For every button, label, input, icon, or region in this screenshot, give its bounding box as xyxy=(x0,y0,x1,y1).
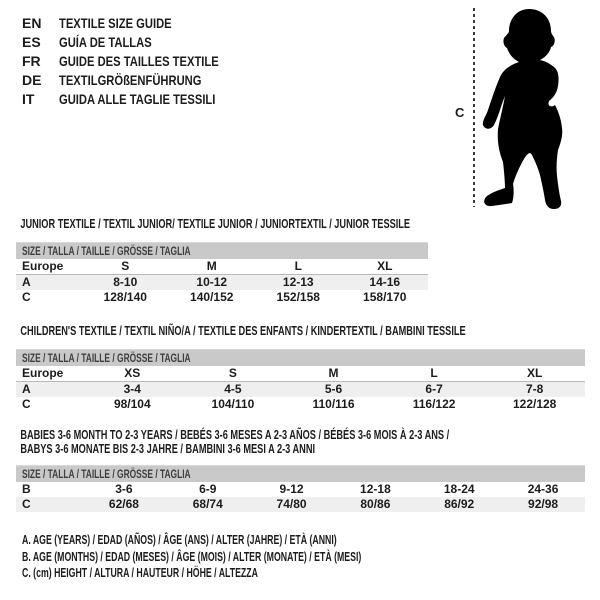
table-title-line: BABYS 3-6 MONATE BIS 2-3 JAHRE / BAMBINI… xyxy=(20,440,316,456)
table-title-line: BABIES 3-6 MONTH TO 2-3 YEARS / BEBÉS 3-… xyxy=(20,427,450,442)
table-cell: 74/80 xyxy=(276,497,307,511)
language-title: GUÍA DE TALLAS xyxy=(59,34,152,50)
row-label: Europe xyxy=(22,365,64,380)
table-row: C 128/140 140/152 152/158 158/170 xyxy=(16,290,428,305)
junior-textile-table: JUNIOR TEXTILE / TEXTIL JUNIOR/ TEXTILE … xyxy=(16,217,428,305)
row-label: A xyxy=(22,381,31,396)
language-list: EN TEXTILE SIZE GUIDE ES GUÍA DE TALLAS … xyxy=(22,14,259,109)
row-label: Europe xyxy=(22,258,64,273)
size-header-bar: SIZE / TALLA / TAILLE / GRÖSSE / TAGLIA xyxy=(16,241,428,259)
table-cell: 68/74 xyxy=(192,497,223,511)
table-cell: 4-5 xyxy=(224,381,242,396)
language-row: ES GUÍA DE TALLAS xyxy=(22,33,259,52)
table-cell: 6-9 xyxy=(199,482,217,496)
table-cell: 8-10 xyxy=(113,274,138,289)
size-header-label: SIZE / TALLA / TAILLE / GRÖSSE / TAGLIA xyxy=(22,243,191,258)
table-cell: 62/68 xyxy=(108,497,139,511)
row-label: C xyxy=(22,396,31,411)
table-body: Europe XS S M L XL A 3-4 4-5 5-6 6-7 7-8 C 98/104 104/… xyxy=(16,366,585,412)
table-cell: 9-12 xyxy=(279,482,304,496)
table-row: A 3-4 4-5 5-6 6-7 7-8 xyxy=(16,381,585,397)
language-code: IT xyxy=(22,91,35,107)
language-title: TEXTILE SIZE GUIDE xyxy=(59,15,172,31)
table-cell: 116/122 xyxy=(412,396,456,411)
row-label: B xyxy=(22,482,31,496)
language-title: GUIDE DES TAILLES TEXTILE xyxy=(59,53,219,69)
table-cell: M xyxy=(328,365,339,380)
table-body: B 3-6 6-9 9-12 12-18 18-24 24-36 C 62/68 68/74 74/… xyxy=(16,482,585,512)
table-row: Europe S M L XL xyxy=(16,259,428,275)
height-measure-dashed-line xyxy=(473,8,475,207)
height-measure-label: C xyxy=(455,105,465,120)
table-cell: 14-16 xyxy=(369,274,401,289)
footnote-age-months: B. AGE (MONTHS) / EDAD (MESES) / ÂGE (MO… xyxy=(22,549,362,564)
table-cell: 6-7 xyxy=(425,381,443,396)
table-cell: L xyxy=(294,258,302,273)
footnotes: A. AGE (YEARS) / EDAD (AÑOS) / ÂGE (ANS)… xyxy=(22,532,507,582)
table-cell: 92/98 xyxy=(528,497,559,511)
table-cell: L xyxy=(430,365,438,380)
table-cell: 158/170 xyxy=(363,289,407,304)
language-row: IT GUIDA ALLE TAGLIE TESSILI xyxy=(22,90,259,109)
table-cell: S xyxy=(228,365,237,380)
row-label: A xyxy=(22,274,31,289)
size-header-label: SIZE / TALLA / TAILLE / GRÖSSE / TAGLIA xyxy=(22,350,191,365)
table-row: C 98/104 104/110 110/116 116/122 122/128 xyxy=(16,397,585,412)
language-code: DE xyxy=(22,72,42,88)
toddler-silhouette-shape xyxy=(482,9,563,209)
language-row: FR GUIDE DES TAILLES TEXTILE xyxy=(22,52,259,71)
table-cell: 80/86 xyxy=(360,497,391,511)
footnote-height-cm: C. (cm) HEIGHT / ALTURA / HAUTEUR / HÖHE… xyxy=(22,566,258,580)
babies-textile-table: BABIES 3-6 MONTH TO 2-3 YEARS / BEBÉS 3-… xyxy=(16,428,585,512)
size-header-bar: SIZE / TALLA / TAILLE / GRÖSSE / TAGLIA xyxy=(16,348,585,366)
table-row: A 8-10 10-12 12-13 14-16 xyxy=(16,274,428,290)
table-cell: 24-36 xyxy=(527,482,559,496)
table-cell: 110/116 xyxy=(312,396,355,411)
table-title-line: JUNIOR TEXTILE / TEXTIL JUNIOR/ TEXTILE … xyxy=(20,216,411,231)
table-cell: 5-6 xyxy=(324,381,343,396)
language-title: TEXTILGRÖßENFÜHRUNG xyxy=(59,72,202,88)
table-cell: 140/152 xyxy=(190,289,234,304)
language-title: GUIDA ALLE TAGLIE TESSILI xyxy=(59,91,216,107)
table-cell: 152/158 xyxy=(276,289,320,304)
table-cell: 128/140 xyxy=(103,289,147,304)
table-cell: 98/104 xyxy=(113,396,151,411)
row-label: C xyxy=(22,497,31,511)
table-row: B 3-6 6-9 9-12 12-18 18-24 24-36 xyxy=(16,482,585,497)
language-row: DE TEXTILGRÖßENFÜHRUNG xyxy=(22,71,259,90)
language-code: ES xyxy=(22,34,41,50)
toddler-silhouette-icon xyxy=(482,9,563,209)
table-cell: 3-4 xyxy=(123,381,141,396)
table-cell: 104/110 xyxy=(211,396,255,411)
table-cell: 18-24 xyxy=(443,482,475,496)
language-code: FR xyxy=(22,53,41,69)
table-body: Europe S M L XL A 8-10 10-12 12-13 14-16 C 128/140 1… xyxy=(16,259,428,305)
table-cell: 7-8 xyxy=(526,381,544,396)
table-cell: XS xyxy=(124,365,141,380)
footnote-age-years: A. AGE (YEARS) / EDAD (AÑOS) / ÂGE (ANS)… xyxy=(22,533,337,547)
table-cell: 3-6 xyxy=(115,482,133,496)
table-cell: S xyxy=(121,258,130,273)
size-header-label: SIZE / TALLA / TAILLE / GRÖSSE / TAGLIA xyxy=(22,467,191,481)
table-cell: M xyxy=(206,258,217,273)
size-header-bar: SIZE / TALLA / TAILLE / GRÖSSE / TAGLIA xyxy=(16,465,585,482)
language-row: EN TEXTILE SIZE GUIDE xyxy=(22,14,259,33)
table-title: CHILDREN'S TEXTILE / TEXTIL NIÑO/A / TEX… xyxy=(16,324,585,338)
children-textile-table: CHILDREN'S TEXTILE / TEXTIL NIÑO/A / TEX… xyxy=(16,324,585,412)
table-row: Europe XS S M L XL xyxy=(16,366,585,382)
table-cell: 10-12 xyxy=(196,274,228,289)
table-cell: XL xyxy=(527,365,543,380)
table-cell: 86/92 xyxy=(444,497,475,511)
row-label: C xyxy=(22,289,31,304)
table-row: C 62/68 68/74 74/80 80/86 86/92 92/98 xyxy=(16,497,585,512)
table-cell: 122/128 xyxy=(512,396,557,411)
table-cell: XL xyxy=(377,258,393,273)
table-title: JUNIOR TEXTILE / TEXTIL JUNIOR/ TEXTILE … xyxy=(16,217,428,231)
table-cell: 12-18 xyxy=(360,482,391,496)
table-title: BABIES 3-6 MONTH TO 2-3 YEARS / BEBÉS 3-… xyxy=(16,428,585,455)
language-code: EN xyxy=(22,15,42,31)
table-cell: 12-13 xyxy=(282,274,314,289)
table-title-line: CHILDREN'S TEXTILE / TEXTIL NIÑO/A / TEX… xyxy=(20,323,466,338)
